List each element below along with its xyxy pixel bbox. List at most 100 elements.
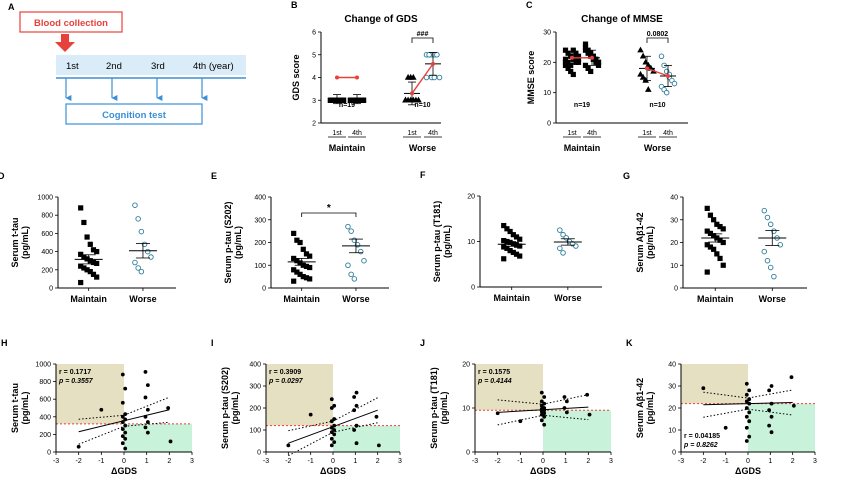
data-point xyxy=(347,97,354,103)
y-tick-label: 600 xyxy=(39,397,51,404)
data-point xyxy=(135,216,141,222)
data-point xyxy=(123,423,128,428)
quadrant-low-shade xyxy=(748,403,815,452)
data-point xyxy=(143,414,148,419)
data-point xyxy=(767,221,774,228)
y-tick-label: 20 xyxy=(543,60,551,67)
x-tick-label: -2 xyxy=(700,458,706,465)
y-axis-label: GDS score xyxy=(291,54,301,100)
quadrant-high-shade xyxy=(56,364,124,424)
data-point xyxy=(332,428,337,432)
blood-collection-label: Blood collection xyxy=(34,18,108,29)
data-point xyxy=(84,234,90,240)
x-tick-label: -1 xyxy=(98,458,104,465)
r-value: r = 0.1717 xyxy=(59,369,91,376)
data-point xyxy=(562,47,569,53)
data-point xyxy=(747,388,752,393)
panel-g: G 0 10 20 30 40 Serum Aβ1-42 (pg/mL) Maintain Wor… xyxy=(623,171,807,304)
y-axis-label: Serum p-tau (S202) xyxy=(223,201,233,283)
y-tick-label: 400 xyxy=(249,362,261,369)
data-point xyxy=(744,399,749,404)
data-point xyxy=(582,41,589,47)
data-point xyxy=(539,418,544,423)
data-point xyxy=(701,386,706,391)
data-point xyxy=(329,397,334,402)
data-point xyxy=(402,96,409,103)
x-tick-label: 1st xyxy=(642,130,651,137)
data-point xyxy=(329,443,334,448)
x-tick-label: 1 xyxy=(145,458,149,465)
data-point xyxy=(542,401,547,406)
y-tick-label: 200 xyxy=(39,432,51,439)
data-point xyxy=(501,256,507,262)
data-point xyxy=(291,278,297,284)
y-axis-label: (pg/mL) xyxy=(439,392,449,425)
data-point xyxy=(639,52,647,59)
data-point xyxy=(332,440,337,444)
data-point xyxy=(777,242,784,248)
x-tick-label: 4th xyxy=(587,130,597,137)
panel-letter: K xyxy=(626,338,633,348)
data-point xyxy=(434,52,440,58)
mean-change-point xyxy=(590,55,594,60)
data-point xyxy=(791,403,796,408)
data-point xyxy=(767,408,772,413)
y-tick-label: 400 xyxy=(254,195,266,202)
panel-j: J 0 10 20 Serum p-tau (T181) (pg/mL) -3 -2 -1 0 1 2… xyxy=(420,338,613,476)
y-tick-label: 0 xyxy=(674,286,678,293)
x-tick-label: 2 xyxy=(791,458,795,465)
data-point xyxy=(332,423,337,428)
data-point xyxy=(663,89,670,96)
panel-c: C Change of MMSE 0 10 20 30 MMSE score 1st 4th 1s… xyxy=(526,0,688,153)
y-tick-label: 0 xyxy=(466,450,470,457)
data-point xyxy=(145,430,150,435)
x-tick-label: -1 xyxy=(517,458,523,465)
data-point xyxy=(329,425,334,430)
data-point xyxy=(329,436,334,441)
data-point xyxy=(87,269,93,275)
data-point xyxy=(87,241,93,247)
data-point xyxy=(747,397,752,402)
data-point xyxy=(329,406,334,410)
quadrant-high-shade xyxy=(681,364,748,404)
data-point xyxy=(723,425,728,430)
data-point xyxy=(764,214,771,221)
data-point xyxy=(431,74,438,81)
data-point xyxy=(671,80,678,87)
mean-change-point xyxy=(570,55,574,60)
x-tick-label: 1st xyxy=(332,130,341,137)
data-point xyxy=(361,257,367,264)
y-tick-label: 400 xyxy=(39,414,51,421)
data-point xyxy=(504,226,510,232)
y-tick-label: 30 xyxy=(670,217,678,224)
x-tick-label: -1 xyxy=(723,458,729,465)
data-point xyxy=(495,411,500,416)
data-point xyxy=(123,430,128,435)
x-tick-label: 4th xyxy=(352,130,362,137)
data-point xyxy=(307,264,313,271)
y-axis-label: (pg/mL) xyxy=(230,392,240,425)
y-tick-label: 30 xyxy=(668,384,676,391)
group-label: Worse xyxy=(409,143,436,153)
data-point xyxy=(329,430,334,435)
mean-change-line xyxy=(646,67,669,77)
confidence-band-lower xyxy=(703,408,793,418)
chart-panels: B Change of GDS 2 3 4 5 6 GDS score 1st 4th 1st 4th… xyxy=(0,0,817,476)
data-point xyxy=(340,97,347,103)
x-tick-label: 4th xyxy=(428,130,438,137)
y-tick-label: 100 xyxy=(254,263,266,270)
x-axis-label: ΔGDS xyxy=(735,466,761,476)
x-tick-label: 1 xyxy=(353,458,357,465)
data-point xyxy=(166,406,171,410)
data-point xyxy=(332,432,337,437)
x-tick-label: 0 xyxy=(331,458,335,465)
data-point xyxy=(354,441,359,446)
panel-a-letter: A xyxy=(8,2,15,12)
significance-bracket xyxy=(301,212,357,217)
data-point xyxy=(291,230,297,236)
y-tick-label: 600 xyxy=(41,231,53,238)
y-tick-label: 0 xyxy=(471,285,475,292)
x-tick-label: 3 xyxy=(398,458,402,465)
x-tick-label: -2 xyxy=(285,458,291,465)
data-point xyxy=(423,74,430,81)
